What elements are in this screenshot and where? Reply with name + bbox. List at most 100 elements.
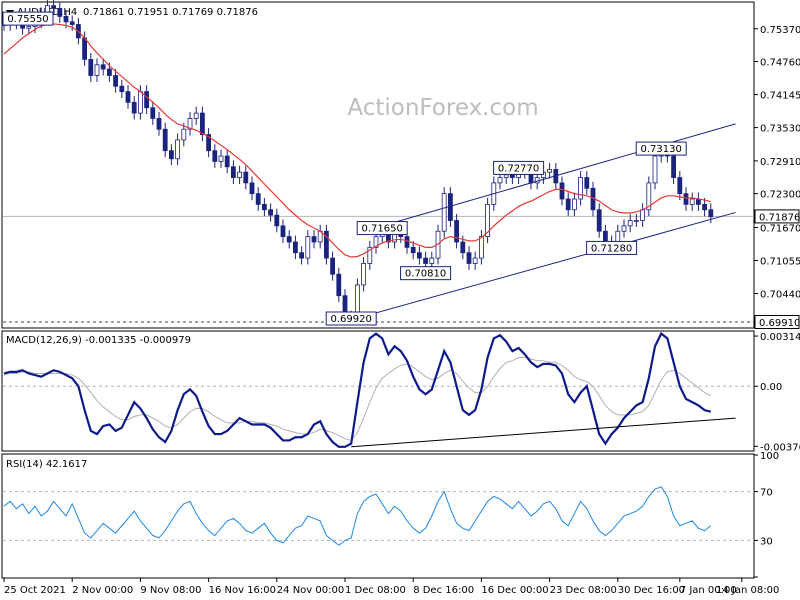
candle-body	[677, 177, 683, 195]
candle-body	[640, 209, 645, 221]
candle-body	[572, 198, 577, 211]
current-price-marker: 0.71876 0.69910	[754, 209, 800, 329]
reference-level-value: 0.69910	[759, 318, 800, 329]
candle-body	[472, 257, 478, 264]
candle-body	[683, 193, 689, 205]
candle-body	[224, 155, 230, 168]
candle-body	[410, 246, 416, 254]
price-tick-label: 0.75370	[760, 25, 800, 36]
annotation-box	[493, 160, 545, 175]
candle-body	[137, 91, 143, 114]
trend-channel	[351, 123, 736, 321]
candle-body	[429, 257, 435, 264]
candle-body	[237, 171, 243, 178]
candle-body	[373, 236, 379, 248]
candle-body	[689, 198, 695, 205]
time-tick-label: 7 Jan 00:00	[680, 585, 737, 596]
macd-trendline	[351, 417, 736, 448]
candle-body	[423, 257, 429, 264]
time-tick-label: 16 Dec 00:00	[481, 585, 548, 596]
candle-body	[416, 252, 422, 259]
candle-body	[299, 252, 305, 259]
price-tick-label: 0.72300	[760, 190, 800, 201]
candle-body	[621, 225, 627, 232]
annotation-label: 0.70810	[405, 269, 446, 280]
macd-panel-frame	[1, 330, 755, 452]
candle-body	[466, 252, 472, 264]
rsi-title: RSI(14) 42.1617	[6, 459, 87, 470]
macd-tick-label: 0.003145	[760, 332, 800, 343]
candle-body	[249, 182, 255, 195]
reference-level-tag	[754, 315, 800, 329]
candle-body	[460, 241, 466, 254]
candle-body	[503, 174, 509, 178]
ohlc-readout: 0.71861 0.71951 0.71769 0.71876	[83, 7, 258, 18]
watermark: ActionForex.com	[347, 95, 538, 121]
moving-average-line	[3, 23, 711, 258]
current-price-value: 0.71876	[759, 212, 800, 223]
candle-body	[584, 177, 590, 189]
current-price-tag	[754, 209, 800, 224]
candle-body	[63, 16, 69, 23]
candle-body	[323, 230, 329, 259]
candle-body	[274, 214, 280, 227]
price-panel-frame	[1, 1, 755, 329]
candle-body	[119, 85, 125, 93]
candle-body	[311, 236, 317, 243]
candle-body	[286, 236, 292, 243]
candle-body	[193, 112, 199, 119]
price-tick-label: 0.71670	[760, 223, 800, 234]
candle-body	[292, 241, 298, 254]
candle-body	[69, 21, 75, 25]
candle-body	[243, 171, 249, 184]
annotation-label: 0.71280	[591, 243, 632, 254]
macd-signal-line	[3, 357, 712, 441]
macd-title: MACD(12,26,9) -0.001335 -0.000979	[6, 335, 191, 346]
candle-body	[634, 220, 639, 222]
candle-body	[100, 64, 106, 70]
macd-line	[3, 331, 712, 448]
candle-body	[280, 225, 286, 238]
candle-body	[168, 150, 174, 160]
annotation-box	[400, 266, 452, 281]
candle-body	[94, 64, 100, 76]
candle-body	[509, 174, 515, 178]
candle-body	[627, 220, 633, 227]
candle-body	[361, 263, 367, 286]
time-tick-label: 24 Nov 00:00	[277, 585, 344, 596]
time-tick-label: 1 Dec 08:00	[345, 585, 406, 596]
candle-body	[187, 118, 193, 130]
candle-body	[218, 155, 224, 162]
time-tick-label: 2 Nov 00:00	[72, 585, 133, 596]
candle-body	[206, 134, 212, 152]
price-axis: 0.75370 0.74760 0.74145 0.73530 0.72910 0.723…	[754, 25, 800, 301]
candle-body	[596, 209, 602, 232]
candle-body	[175, 139, 181, 160]
time-tick-label: 30 Dec 16:00	[618, 585, 685, 596]
candle-body	[51, 5, 56, 9]
candle-body	[88, 58, 94, 76]
candle-body	[671, 155, 676, 178]
time-tick-label: 16 Nov 16:00	[209, 585, 276, 596]
annotation-label: 0.69920	[331, 314, 372, 325]
candle-body	[485, 203, 491, 238]
candle-body	[441, 193, 447, 232]
candle-body	[181, 128, 187, 141]
candle-body	[125, 91, 131, 103]
candle-body	[26, 26, 32, 29]
rsi-tick-label: 70	[760, 488, 773, 499]
annotation-label: 0.72770	[498, 163, 539, 174]
macd-tick-label: -0.003768	[760, 442, 800, 453]
rsi-line	[3, 486, 712, 546]
channel-line	[382, 123, 736, 227]
candle-body	[565, 198, 571, 211]
time-tick-label: 9 Nov 08:00	[140, 585, 201, 596]
candle-body	[261, 203, 267, 211]
annotation-box	[356, 221, 408, 236]
candle-body	[199, 112, 205, 135]
candle-body	[255, 193, 261, 205]
candle-body	[162, 128, 168, 152]
rsi-tick-label: 30	[760, 536, 773, 547]
